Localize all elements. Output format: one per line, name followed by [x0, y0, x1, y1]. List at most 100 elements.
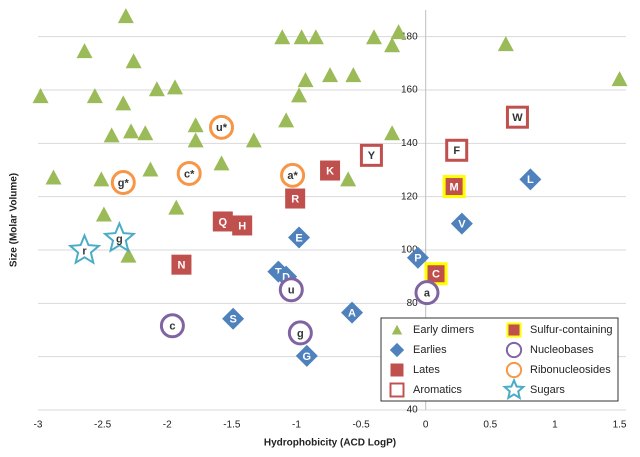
point-label: C — [432, 269, 440, 281]
star-marker — [502, 377, 526, 401]
triangle-marker — [115, 95, 132, 111]
legend-label: Ribonucleosides — [530, 364, 611, 376]
x-axis-label: Hydrophobicity (ACD LogP) — [264, 438, 396, 449]
y-tick-label: 180 — [401, 31, 418, 42]
circle-marker — [287, 320, 313, 346]
x-tick-label: 0 — [423, 420, 429, 431]
y-axis-label: Size (Molar Volume) — [9, 173, 20, 267]
y-tick-label: 100 — [401, 245, 418, 256]
point-label: g* — [118, 177, 130, 189]
diamond-marker — [222, 307, 245, 330]
point-label: P — [414, 253, 421, 265]
x-tick-label: -2.5 — [94, 420, 112, 431]
square-marker — [506, 322, 522, 338]
open-square-marker — [505, 105, 529, 129]
triangle-marker — [390, 24, 407, 40]
x-tick-label: -2 — [163, 420, 172, 431]
point-label: K — [326, 165, 334, 177]
triangle-marker — [32, 88, 49, 104]
triangle-marker — [168, 199, 185, 215]
circle-marker — [505, 361, 523, 379]
y-tick-label: 160 — [401, 85, 418, 96]
triangle-marker — [391, 324, 403, 335]
triangle-marker — [278, 112, 295, 128]
point-label: c — [169, 321, 175, 333]
triangle-marker — [322, 67, 339, 83]
circle-marker — [414, 280, 440, 306]
circle-marker — [110, 170, 136, 196]
circle-marker — [176, 160, 202, 186]
triangle-marker — [86, 88, 103, 104]
diamond-marker — [519, 168, 542, 191]
triangle-marker — [274, 29, 291, 45]
triangle-marker — [93, 171, 110, 187]
triangle-marker — [345, 67, 362, 83]
triangle-marker — [293, 29, 310, 45]
legend-label: Sugars — [530, 384, 565, 396]
triangle-marker — [120, 247, 137, 263]
point-label: F — [453, 145, 460, 157]
point-label: c* — [184, 168, 195, 180]
triangle-marker — [366, 29, 382, 45]
point-label: S — [229, 314, 236, 326]
triangle-marker — [297, 72, 314, 88]
diamond-marker — [341, 301, 364, 324]
triangle-marker — [384, 125, 401, 141]
point-label: r — [82, 245, 87, 257]
triangle-marker — [95, 206, 112, 222]
diamond-marker — [450, 212, 473, 235]
triangle-marker — [103, 127, 120, 143]
point-label: D — [282, 272, 290, 284]
x-tick-label: -1.5 — [223, 420, 241, 431]
triangle-marker — [187, 132, 204, 148]
circle-marker — [278, 277, 304, 303]
star-marker — [67, 232, 102, 265]
square-marker — [442, 175, 466, 199]
legend-label: Early dimers — [413, 324, 475, 336]
legend-label: Earlies — [413, 344, 447, 356]
point-label: L — [527, 174, 534, 186]
diamond-marker — [389, 342, 405, 358]
square-marker — [424, 262, 448, 286]
triangle-marker — [76, 43, 93, 59]
point-label: u — [288, 285, 295, 297]
x-tick-label: -1 — [292, 420, 301, 431]
diamond-marker — [406, 246, 429, 269]
open-square-marker — [445, 138, 469, 162]
x-tick-label: -3 — [34, 420, 43, 431]
triangle-marker — [497, 36, 514, 52]
square-marker — [212, 211, 233, 232]
circle-marker — [280, 162, 306, 188]
point-label: u* — [216, 122, 228, 134]
point-label: A — [348, 308, 356, 320]
y-tick-label: 40 — [407, 405, 419, 416]
triangle-marker — [45, 169, 62, 185]
triangle-marker — [307, 29, 324, 45]
triangle-marker — [148, 81, 165, 97]
point-label: g — [297, 328, 304, 340]
x-tick-label: 0.5 — [483, 420, 497, 431]
triangle-marker — [117, 8, 134, 24]
triangle-marker — [611, 71, 628, 87]
legend-label: Lates — [413, 364, 440, 376]
circle-marker — [209, 114, 235, 140]
point-label: a* — [287, 170, 298, 182]
open-square-marker — [359, 143, 383, 167]
legend-label: Nucleobases — [530, 344, 594, 356]
point-label: V — [458, 219, 466, 231]
square-marker — [320, 160, 341, 181]
point-label: E — [295, 232, 302, 244]
triangle-marker — [340, 171, 357, 187]
x-tick-label: -0.5 — [352, 420, 370, 431]
square-marker — [390, 363, 404, 377]
point-label: g — [116, 233, 123, 245]
x-tick-label: 1.5 — [613, 420, 627, 431]
y-tick-label: 140 — [401, 138, 418, 149]
y-tick-label: 120 — [401, 191, 418, 202]
legend-label: Sulfur-containing — [530, 324, 613, 336]
point-label: a — [424, 288, 431, 300]
triangle-marker — [384, 37, 401, 53]
triangle-marker — [125, 53, 142, 69]
legend-label: Aromatics — [413, 384, 462, 396]
